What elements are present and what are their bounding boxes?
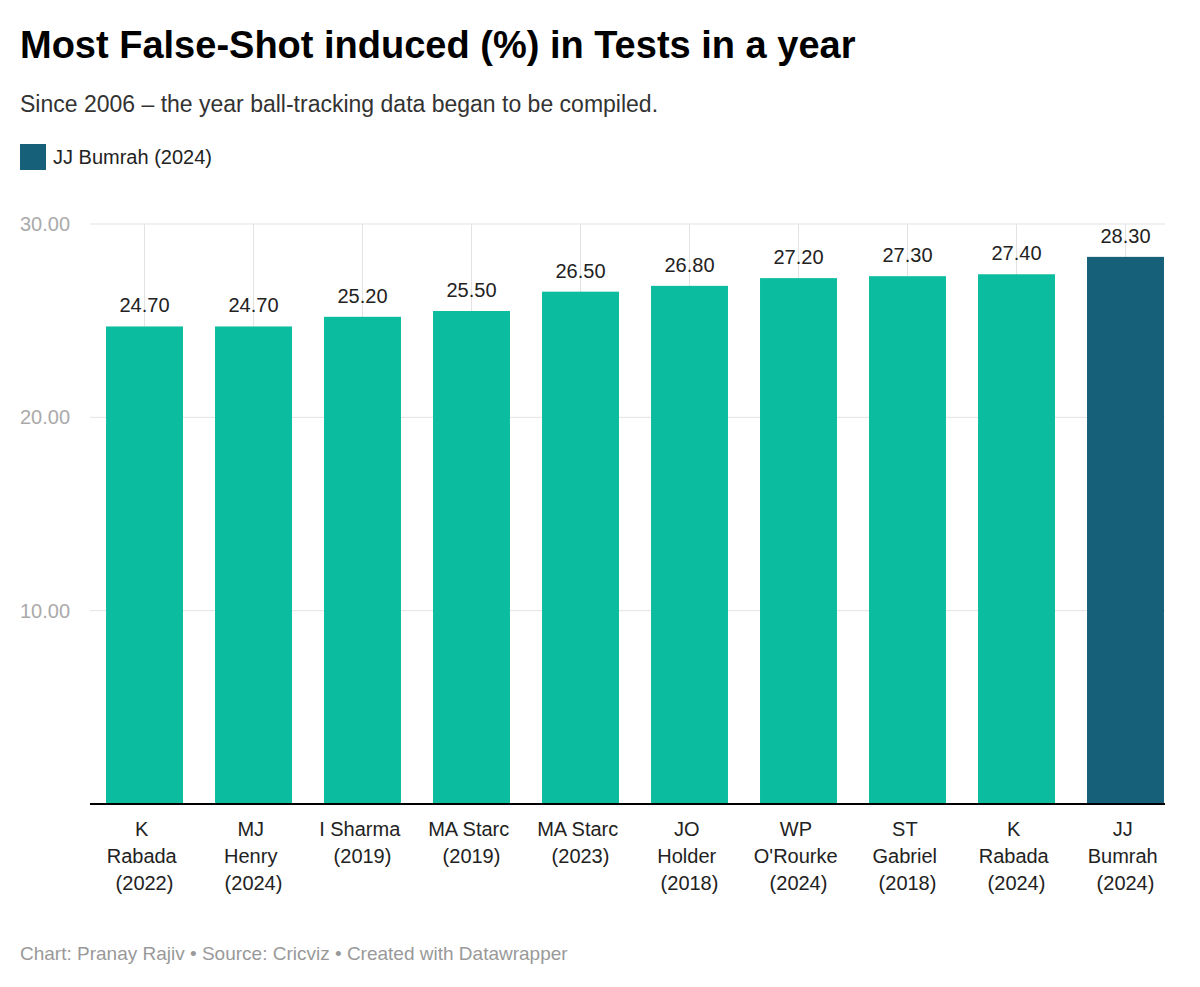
data-label: 25.20 (337, 285, 387, 307)
x-tick-label-line: WP (780, 818, 817, 840)
x-tick-label-line: ST (892, 818, 923, 840)
subtitle: Since 2006 – the year ball-tracking data… (20, 91, 658, 117)
x-tick-label-line: (2023) (552, 845, 610, 867)
y-tick-label: 10.00 (20, 600, 70, 622)
bar (869, 276, 946, 804)
x-tick-label-line: Rabada (979, 845, 1055, 867)
x-tick-label: MJ Henry (2024) (224, 818, 283, 894)
x-tick-label-line: Gabriel (872, 845, 942, 867)
x-tick-label-line: (2024) (1097, 872, 1155, 894)
x-tick-label: I Sharma (2019) (319, 818, 406, 867)
x-tick-label-line: (2022) (116, 872, 174, 894)
bar (433, 311, 510, 804)
x-tick-label-line: Bumrah (1088, 845, 1164, 867)
x-tick-label: MA Starc (2023) (537, 818, 624, 867)
y-tick-label: 30.00 (20, 213, 70, 235)
x-tick-label-line: (2024) (770, 872, 828, 894)
x-axis-line (90, 803, 1165, 805)
x-tick-label: ST Gabriel (2018) (872, 818, 942, 894)
x-tick-label-line: K (1007, 818, 1026, 840)
x-tick-label-line: (2018) (661, 872, 719, 894)
title: Most False-Shot induced (%) in Tests in … (20, 24, 856, 66)
legend-label: JJ Bumrah (2024) (53, 146, 212, 168)
data-label: 24.70 (228, 294, 278, 316)
x-tick-label: MA Starc (2019) (428, 818, 515, 867)
x-tick-label-line: (2018) (879, 872, 937, 894)
x-tick-label-line: (2024) (988, 872, 1046, 894)
x-tick-label: JJ Bumrah (2024) (1088, 818, 1164, 894)
caption: Chart: Pranay Rajiv • Source: Cricviz • … (20, 943, 568, 964)
bar (760, 278, 837, 804)
x-tick-label-line: K (135, 818, 154, 840)
data-label: 24.70 (119, 294, 169, 316)
bar (978, 274, 1055, 804)
x-tick-label-line: Rabada (107, 845, 183, 867)
data-label: 27.40 (991, 242, 1041, 264)
x-tick-label-line: JJ (1113, 818, 1139, 840)
x-tick-label-line: (2024) (225, 872, 283, 894)
data-label: 28.30 (1100, 225, 1150, 247)
bar (215, 326, 292, 804)
y-tick-label: 20.00 (20, 406, 70, 428)
bar (651, 286, 728, 804)
bar (542, 292, 619, 804)
x-tick-label: K Rabada (2022) (107, 818, 183, 894)
data-label: 26.80 (664, 254, 714, 276)
x-tick-label-line: I Sharma (319, 818, 406, 840)
data-label: 27.30 (882, 244, 932, 266)
legend-swatch (20, 144, 46, 170)
x-tick-label-line: (2019) (443, 845, 501, 867)
chart-root: Most False-Shot induced (%) in Tests in … (0, 0, 1200, 987)
bar (1087, 257, 1164, 804)
data-label: 26.50 (555, 260, 605, 282)
x-tick-label-line: Henry (224, 845, 283, 867)
x-tick-label: K Rabada (2024) (979, 818, 1055, 894)
x-tick-label-line: O'Rourke (754, 845, 843, 867)
grid-line (90, 224, 1165, 225)
x-tick-label: WP O'Rourke (2024) (754, 818, 843, 894)
bar (106, 326, 183, 804)
x-tick-label-line: MA Starc (428, 818, 515, 840)
x-tick-label: JO Holder (2018) (657, 818, 721, 894)
x-tick-label-line: (2019) (334, 845, 392, 867)
x-tick-label-line: MA Starc (537, 818, 624, 840)
data-label: 25.50 (446, 279, 496, 301)
bars (106, 257, 1164, 804)
x-tick-label-line: MJ (237, 818, 269, 840)
data-label: 27.20 (773, 246, 823, 268)
x-tick-label-line: Holder (657, 845, 721, 867)
x-tick-label-line: JO (674, 818, 705, 840)
bar (324, 317, 401, 804)
